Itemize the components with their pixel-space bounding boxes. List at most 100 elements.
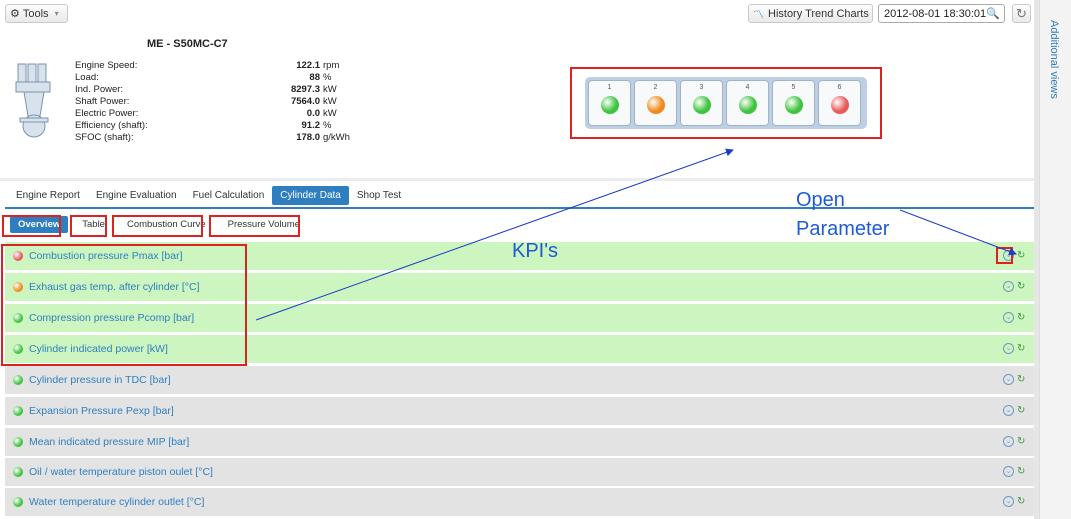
expand-icon[interactable]: ⌄ (1003, 405, 1014, 416)
parameter-row[interactable]: Mean indicated pressure MIP [bar] ⌄ ↻ (5, 428, 1034, 456)
engine-title: ME - S50MC-C7 (147, 38, 228, 50)
cylinder-2[interactable]: 2 (634, 80, 677, 126)
status-dot-icon (600, 96, 619, 114)
cylinder-number: 1 (607, 84, 612, 91)
status-dot-icon (13, 251, 23, 261)
cylinder-3[interactable]: 3 (680, 80, 723, 126)
tab-cylinder-data[interactable]: Cylinder Data (272, 186, 349, 205)
stat-label: Ind. Power: (75, 84, 124, 95)
expand-icon[interactable]: ⌄ (1003, 496, 1014, 507)
refresh-icon[interactable]: ↻ (1017, 250, 1026, 261)
tab-engine-evaluation[interactable]: Engine Evaluation (95, 190, 177, 201)
refresh-button[interactable]: ↻ (1012, 4, 1031, 23)
parameter-label[interactable]: Mean indicated pressure MIP [bar] (29, 436, 190, 448)
tools-button[interactable]: ⚙ Tools ▾ (5, 4, 68, 23)
stat-label: Efficiency (shaft): (75, 120, 148, 131)
open-parameter-highlight-box (996, 247, 1013, 264)
cylinder-status-panel: 1 2 3 4 5 6 (585, 77, 867, 129)
main-tabs: Engine Report Engine Evaluation Fuel Calcu… (8, 186, 409, 205)
engine-icon (15, 63, 51, 138)
tab-fuel-calculation[interactable]: Fuel Calculation (192, 190, 265, 201)
parameter-actions: ⌄ ↻ (1003, 343, 1028, 354)
stat-value: 91.2 (301, 120, 321, 131)
stat-value: 7564.0 (290, 96, 320, 107)
refresh-icon[interactable]: ↻ (1017, 436, 1026, 447)
tools-label: Tools (22, 7, 49, 20)
tab-shop-test[interactable]: Shop Test (356, 190, 402, 201)
stat-label: Shaft Power: (75, 96, 130, 107)
refresh-icon[interactable]: ↻ (1017, 466, 1026, 477)
cylinder-number: 2 (653, 84, 658, 91)
stat-row: SFOC (shaft): 178.0 g/kWh (75, 132, 350, 144)
open-annotation-line1: Open (796, 189, 845, 211)
subtab-table[interactable]: Table (82, 219, 105, 230)
kpi-highlight-box (1, 244, 247, 366)
parameter-actions: ⌄ ↻ (1003, 312, 1028, 323)
parameter-label[interactable]: Cylinder indicated power [kW] (29, 343, 168, 355)
parameter-label[interactable]: Oil / water temperature piston oulet [°C… (29, 466, 213, 478)
cylinder-highlight-box (570, 67, 882, 139)
expand-icon[interactable]: ⌄ (1003, 281, 1014, 292)
status-dot-icon (692, 96, 711, 114)
open-parameter-annotation: Open Parameter (796, 186, 889, 244)
parameter-label[interactable]: Expansion Pressure Pexp [bar] (29, 405, 174, 417)
date-input[interactable]: 2012-08-01 18:30:01 🔍 (878, 4, 1005, 23)
parameter-row[interactable]: Cylinder pressure in TDC [bar] ⌄ ↻ (5, 366, 1034, 394)
expand-icon[interactable]: ⌄ (1003, 436, 1014, 447)
stat-value: 88 (309, 72, 320, 83)
refresh-icon[interactable]: ↻ (1017, 312, 1026, 323)
refresh-icon[interactable]: ↻ (1017, 496, 1026, 507)
status-dot-icon (784, 96, 803, 114)
parameter-label[interactable]: Compression pressure Pcomp [bar] (29, 312, 195, 324)
parameter-row[interactable]: Oil / water temperature piston oulet [°C… (5, 458, 1034, 486)
expand-icon[interactable]: ⌄ (1003, 466, 1014, 477)
status-dot-icon (13, 437, 23, 447)
parameter-label[interactable]: Combustion pressure Pmax [bar] (29, 250, 183, 262)
expand-icon[interactable]: ⌄ (1003, 374, 1014, 385)
tab-engine-report[interactable]: Engine Report (16, 190, 80, 201)
parameter-row[interactable]: Water temperature cylinder outlet [°C] ⌄ ↻ (5, 488, 1034, 516)
subtab-combustion-curve[interactable]: Combustion Curve (126, 219, 206, 230)
cylinder-number: 4 (745, 84, 750, 91)
chart-icon: 〽 (753, 8, 764, 21)
main-scrollbar[interactable] (1034, 0, 1039, 519)
parameter-row[interactable]: Cylinder indicated power [kW] ⌄ ↻ (5, 335, 1034, 363)
cylinder-1[interactable]: 1 (588, 80, 631, 126)
stat-unit: % (323, 72, 332, 83)
open-annotation-line2: Parameter (796, 218, 890, 240)
history-trend-charts-button[interactable]: 〽 History Trend Charts (748, 4, 873, 23)
stat-value: 122.1 (296, 60, 320, 71)
cylinder-6[interactable]: 6 (818, 80, 861, 126)
parameter-actions: ⌄ ↻ (1003, 374, 1028, 385)
history-label: History Trend Charts (768, 7, 869, 20)
expand-icon[interactable]: ⌄ (1003, 312, 1014, 323)
panel-splitter[interactable] (0, 178, 1034, 181)
status-dot-icon (738, 96, 757, 114)
refresh-icon[interactable]: ↻ (1017, 343, 1026, 354)
subtab-overview[interactable]: Overview (10, 216, 69, 233)
stat-unit: kW (323, 108, 337, 119)
cylinder-5[interactable]: 5 (772, 80, 815, 126)
parameter-label[interactable]: Cylinder pressure in TDC [bar] (29, 374, 171, 386)
cylinder-4[interactable]: 4 (726, 80, 769, 126)
stat-row: Shaft Power: 7564.0 kW (75, 96, 350, 108)
parameter-actions: ⌄ ↻ (1003, 496, 1028, 507)
parameter-label[interactable]: Exhaust gas temp. after cylinder [°C] (29, 281, 200, 293)
search-icon[interactable]: 🔍 (986, 8, 1000, 20)
status-dot-icon (13, 313, 23, 323)
gear-icon: ⚙ (10, 8, 20, 20)
refresh-icon[interactable]: ↻ (1017, 405, 1026, 416)
additional-views-panel[interactable]: Additional views (1039, 0, 1071, 519)
status-dot-icon (830, 96, 849, 114)
stat-row: Ind. Power: 8297.3 kW (75, 84, 350, 96)
refresh-icon[interactable]: ↻ (1017, 281, 1026, 292)
cylinder-number: 3 (699, 84, 704, 91)
stat-value: 8297.3 (290, 84, 320, 95)
parameter-label[interactable]: Water temperature cylinder outlet [°C] (29, 496, 205, 508)
parameter-row[interactable]: Expansion Pressure Pexp [bar] ⌄ ↻ (5, 397, 1034, 425)
status-dot-icon (13, 406, 23, 416)
refresh-icon[interactable]: ↻ (1017, 374, 1026, 385)
expand-icon[interactable]: ⌄ (1003, 343, 1014, 354)
status-dot-icon (13, 344, 23, 354)
parameter-actions: ⌄ ↻ (1003, 405, 1028, 416)
